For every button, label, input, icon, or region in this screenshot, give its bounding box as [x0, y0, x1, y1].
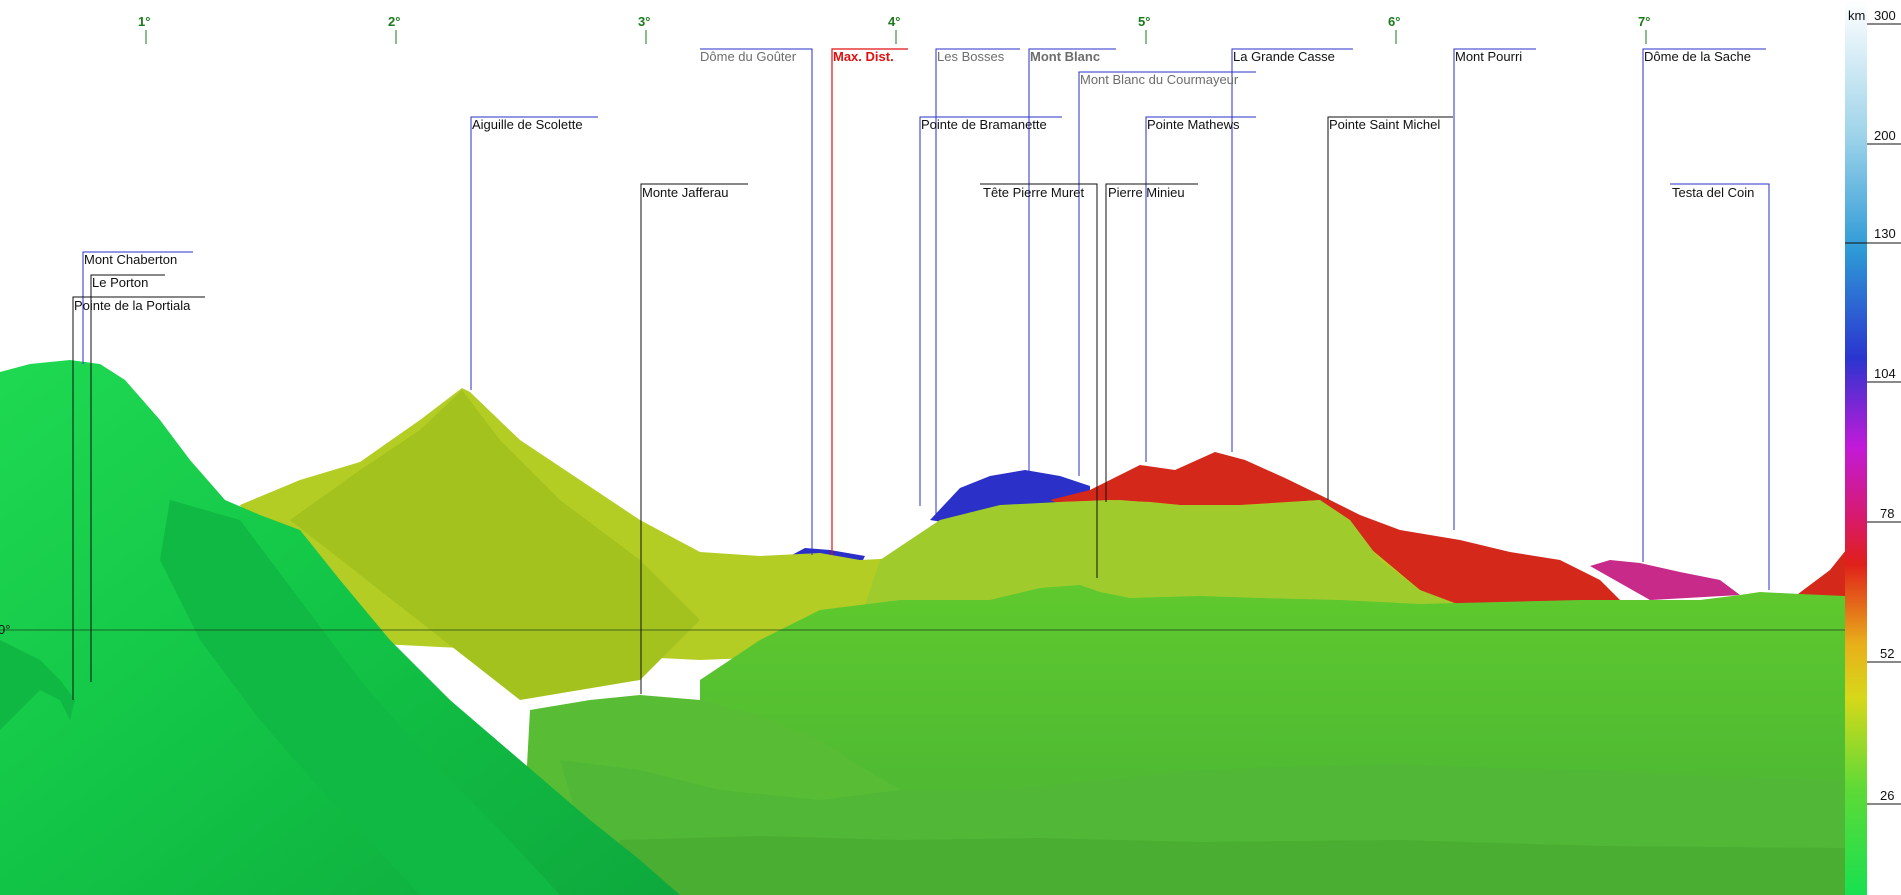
- peak-label-dome-du-gouter[interactable]: Dôme du Goûter: [700, 48, 813, 555]
- svg-text:Dôme du Goûter: Dôme du Goûter: [700, 49, 797, 64]
- svg-text:Pointe de Bramanette: Pointe de Bramanette: [921, 117, 1047, 132]
- svg-text:Mont Blanc: Mont Blanc: [1030, 49, 1100, 64]
- svg-text:52: 52: [1880, 646, 1894, 661]
- azimuth-tick: 4°: [888, 14, 900, 44]
- peak-label-pointe-de-la-portiala[interactable]: Pointe de la Portiala: [72, 296, 205, 700]
- svg-text:3°: 3°: [638, 14, 650, 29]
- azimuth-axis: 1° 2° 3° 4° 5° 6° 7°: [138, 14, 1650, 44]
- svg-text:Mont Blanc du Courmayeur: Mont Blanc du Courmayeur: [1080, 72, 1239, 87]
- horizon-label: 0°: [0, 622, 10, 637]
- svg-text:Pointe Mathews: Pointe Mathews: [1147, 117, 1240, 132]
- red-range-right: [1790, 545, 1850, 610]
- svg-text:Tête Pierre Muret: Tête Pierre Muret: [983, 185, 1085, 200]
- peak-label-tete-pierre-muret[interactable]: Tête Pierre Muret: [980, 183, 1098, 578]
- mid-ridge-bottom: [620, 836, 1845, 895]
- near-mountain: [0, 360, 680, 895]
- peak-label-le-porton[interactable]: Le Porton: [90, 274, 165, 682]
- peak-label-les-bosses[interactable]: Les Bosses: [935, 48, 1020, 518]
- distance-scale-tick: 78: [1867, 506, 1901, 523]
- peak-label-dome-de-la-sache[interactable]: Dôme de la Sache: [1642, 48, 1766, 562]
- peak-label-pointe-saint-michel[interactable]: Pointe Saint Michel: [1327, 116, 1453, 500]
- svg-text:2°: 2°: [388, 14, 400, 29]
- svg-text:Le Porton: Le Porton: [92, 275, 148, 290]
- peak-label-monte-jafferau[interactable]: Monte Jafferau: [640, 183, 748, 694]
- svg-text:26: 26: [1880, 788, 1894, 803]
- distance-scale-tick: 130: [1845, 226, 1901, 244]
- svg-text:300: 300: [1874, 8, 1896, 23]
- peak-label-testa-del-coin[interactable]: Testa del Coin: [1670, 183, 1770, 590]
- distance-scale-tick: 52: [1867, 646, 1901, 663]
- svg-text:7°: 7°: [1638, 14, 1650, 29]
- peak-labels: Dôme du Goûter Max. Dist. Les Bosses Mon…: [72, 48, 1770, 700]
- distance-scale-tick: 200: [1867, 128, 1901, 145]
- svg-text:Mont Chaberton: Mont Chaberton: [84, 252, 177, 267]
- peak-label-mont-pourri[interactable]: Mont Pourri: [1453, 48, 1536, 530]
- peak-label-pointe-mathews[interactable]: Pointe Mathews: [1145, 116, 1256, 462]
- svg-text:6°: 6°: [1388, 14, 1400, 29]
- svg-text:Pointe Saint Michel: Pointe Saint Michel: [1329, 117, 1440, 132]
- svg-text:Pierre Minieu: Pierre Minieu: [1108, 185, 1185, 200]
- svg-text:200: 200: [1874, 128, 1896, 143]
- svg-text:104: 104: [1874, 366, 1896, 381]
- svg-text:Pointe de la Portiala: Pointe de la Portiala: [74, 298, 191, 313]
- near-mountain-shade: [0, 640, 75, 730]
- azimuth-tick: 7°: [1638, 14, 1650, 44]
- svg-text:Dôme de la Sache: Dôme de la Sache: [1644, 49, 1751, 64]
- svg-text:La Grande Casse: La Grande Casse: [1233, 49, 1335, 64]
- distance-scale-tick: 104: [1867, 366, 1901, 383]
- svg-text:Les Bosses: Les Bosses: [937, 49, 1005, 64]
- distance-scale-unit: km: [1848, 8, 1865, 23]
- svg-text:1°: 1°: [138, 14, 150, 29]
- svg-text:Testa del Coin: Testa del Coin: [1672, 185, 1754, 200]
- peak-label-max-dist[interactable]: Max. Dist.: [831, 48, 908, 555]
- peak-label-mont-blanc[interactable]: Mont Blanc: [1028, 48, 1116, 472]
- azimuth-tick: 6°: [1388, 14, 1400, 44]
- magenta-range: [1590, 560, 1740, 600]
- azimuth-tick: 3°: [638, 14, 650, 44]
- near-mountain-dark: [160, 500, 560, 895]
- azimuth-tick: 1°: [138, 14, 150, 44]
- svg-text:Mont Pourri: Mont Pourri: [1455, 49, 1522, 64]
- svg-text:78: 78: [1880, 506, 1894, 521]
- far-ridge-shade: [290, 390, 700, 700]
- peak-label-aiguille-de-scolette[interactable]: Aiguille de Scolette: [470, 116, 598, 390]
- svg-text:130: 130: [1874, 226, 1896, 241]
- peak-label-pointe-de-bramanette[interactable]: Pointe de Bramanette: [919, 116, 1062, 506]
- svg-text:Aiguille de Scolette: Aiguille de Scolette: [472, 117, 583, 132]
- distance-scale-tick: 26: [1867, 788, 1901, 805]
- svg-text:4°: 4°: [888, 14, 900, 29]
- peak-label-pierre-minieu[interactable]: Pierre Minieu: [1105, 183, 1198, 502]
- peak-label-la-grande-casse[interactable]: La Grande Casse: [1231, 48, 1353, 452]
- svg-text:Max. Dist.: Max. Dist.: [833, 49, 894, 64]
- peak-label-mont-chaberton[interactable]: Mont Chaberton: [82, 251, 193, 364]
- svg-text:Monte Jafferau: Monte Jafferau: [642, 185, 728, 200]
- azimuth-tick: 2°: [388, 14, 400, 44]
- distance-scale-tick: 300: [1867, 8, 1901, 25]
- distance-scale: km 300 200 130 104 78 52 26: [1845, 0, 1901, 895]
- distance-scale-bar: [1845, 0, 1867, 895]
- svg-text:5°: 5°: [1138, 14, 1150, 29]
- azimuth-tick: 5°: [1138, 14, 1150, 44]
- peak-label-mont-blanc-du-courmayeur[interactable]: Mont Blanc du Courmayeur: [1078, 71, 1256, 476]
